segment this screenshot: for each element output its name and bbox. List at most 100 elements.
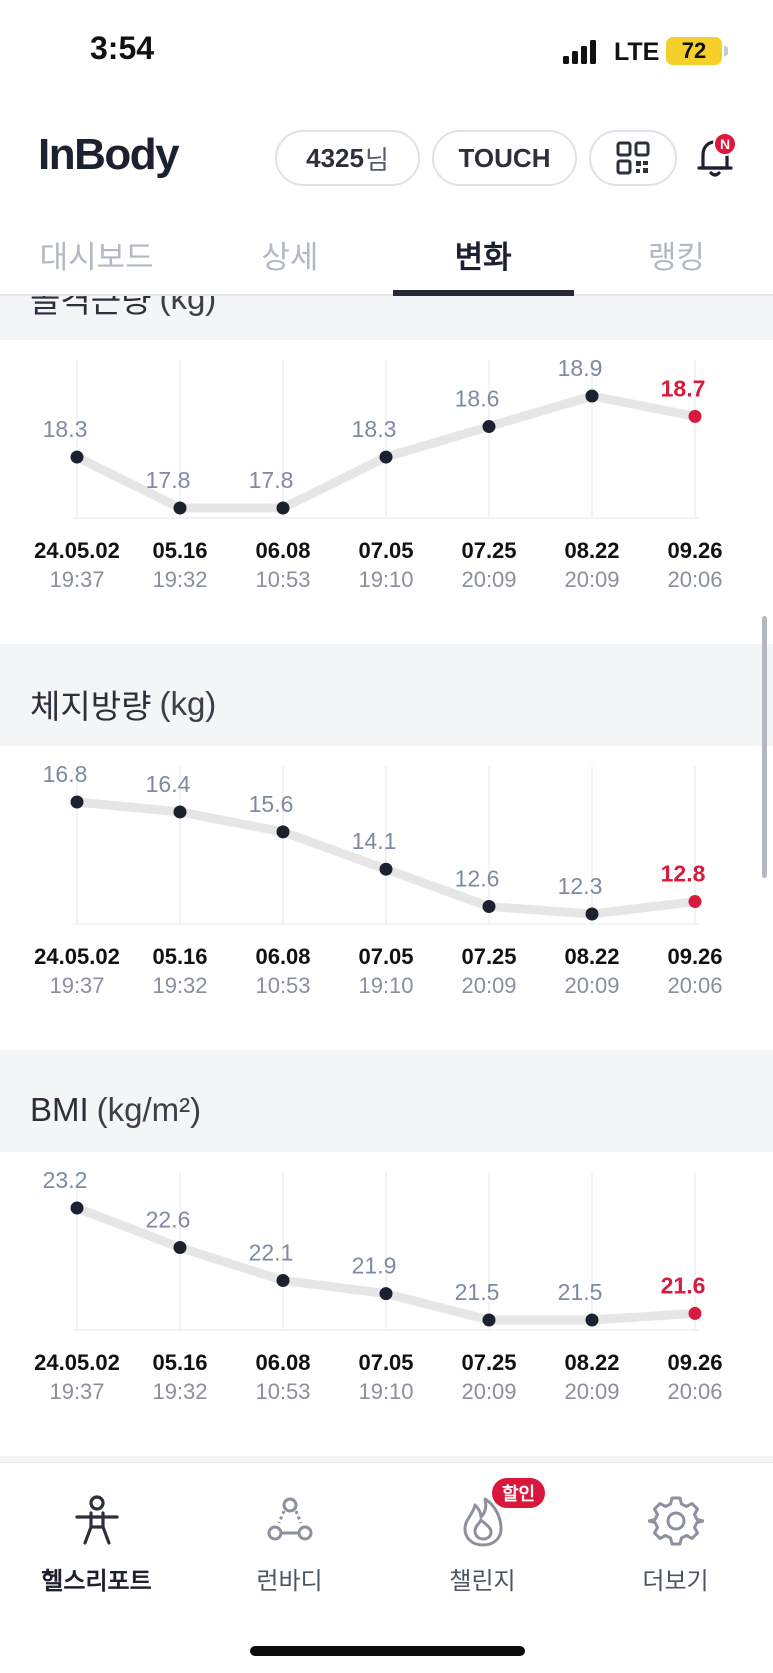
data-point[interactable] xyxy=(585,1313,599,1327)
body-fat-section: 체지방량 (kg) 16.8 24.05.02 19:37 16.4 05.16 19:32… xyxy=(0,662,773,1050)
nav-challenge[interactable]: 챌린지 xyxy=(386,1463,579,1603)
tab-detail[interactable]: 상세 xyxy=(261,240,319,275)
skeletal-muscle-chart-card: 18.3 24.05.02 19:37 17.8 05.16 19:32 17.8 06.08… xyxy=(0,340,773,644)
app-header: InBody 4325 님 TOUCH N xyxy=(0,118,773,198)
tab-dashboard[interactable]: 대시보드 xyxy=(39,240,154,275)
skeletal-muscle-chart: 18.3 24.05.02 19:37 17.8 05.16 19:32 17.8 06.08… xyxy=(34,355,722,592)
value-label: 12.6 xyxy=(455,866,500,892)
data-point[interactable] xyxy=(688,1306,702,1320)
data-point[interactable] xyxy=(482,900,496,914)
time-label: 19:37 xyxy=(49,567,104,592)
qr-code-icon xyxy=(616,141,650,175)
data-point[interactable] xyxy=(173,501,187,515)
date-label: 08.22 xyxy=(564,1350,619,1375)
tab-ranking[interactable]: 랭킹 xyxy=(647,240,705,275)
value-label: 14.1 xyxy=(352,828,397,854)
data-point[interactable] xyxy=(688,409,702,423)
time-label: 19:10 xyxy=(358,567,413,592)
data-point[interactable] xyxy=(70,450,84,464)
battery-level: 72 xyxy=(681,38,707,63)
section-title-text: BMI xyxy=(30,1091,89,1128)
status-time: 3:54 xyxy=(90,30,155,66)
date-label: 07.05 xyxy=(358,1350,413,1375)
inbody-logo: InBody xyxy=(38,130,180,179)
section-title-text: 골격근량 xyxy=(30,296,152,319)
nav-label: 더보기 xyxy=(642,1568,709,1595)
date-label: 07.25 xyxy=(461,1350,516,1375)
data-point[interactable] xyxy=(379,862,393,876)
data-point[interactable] xyxy=(482,420,496,434)
value-label: 21.9 xyxy=(352,1253,397,1279)
data-point[interactable] xyxy=(688,895,702,909)
value-label: 23.2 xyxy=(43,1167,88,1193)
value-label: 22.6 xyxy=(146,1207,191,1233)
date-label: 08.22 xyxy=(564,944,619,969)
battery-indicator: 72 xyxy=(666,37,722,65)
value-label: 12.8 xyxy=(661,861,706,887)
bottom-nav: 헬스리포트 런바디 챌린지 더보기 xyxy=(0,1462,773,1673)
time-label: 19:32 xyxy=(152,1379,207,1404)
nav-label: 헬스리포트 xyxy=(41,1568,152,1595)
change-content[interactable]: 골격근량 (kg) 18.3 24.05.02 19:37 17.8 05.16 19:32… xyxy=(0,296,773,1462)
data-point[interactable] xyxy=(276,825,290,839)
time-label: 20:09 xyxy=(461,567,516,592)
date-label: 07.25 xyxy=(461,538,516,563)
section-unit: (kg/m²) xyxy=(96,1091,202,1128)
value-label: 16.8 xyxy=(43,761,88,787)
date-label: 08.22 xyxy=(564,538,619,563)
time-label: 19:10 xyxy=(358,973,413,998)
date-label: 07.05 xyxy=(358,538,413,563)
data-point[interactable] xyxy=(276,501,290,515)
data-point[interactable] xyxy=(70,1201,84,1215)
user-id-button[interactable]: 4325 님 xyxy=(275,130,420,186)
data-point[interactable] xyxy=(482,1313,496,1327)
data-point[interactable] xyxy=(276,1273,290,1287)
data-point[interactable] xyxy=(173,1241,187,1255)
date-label: 09.26 xyxy=(667,1350,722,1375)
runbody-icon xyxy=(267,1497,312,1541)
date-label: 07.25 xyxy=(461,944,516,969)
date-label: 09.26 xyxy=(667,944,722,969)
section-title: 체지방량 (kg) xyxy=(0,662,773,746)
tab-bar: 대시보드 상세 변화 랭킹 xyxy=(0,220,773,296)
data-point[interactable] xyxy=(379,450,393,464)
data-point[interactable] xyxy=(379,1287,393,1301)
date-label: 09.26 xyxy=(667,538,722,563)
data-point[interactable] xyxy=(585,907,599,921)
value-label: 12.3 xyxy=(558,873,603,899)
bmi-section: BMI (kg/m²) 23.2 24.05.02 19:37 22.6 05.16 19:… xyxy=(0,1068,773,1456)
nav-health-report[interactable]: 헬스리포트 xyxy=(0,1463,193,1603)
user-suffix: 님 xyxy=(364,144,389,175)
date-label: 05.16 xyxy=(152,944,207,969)
user-id: 4325 xyxy=(306,142,364,173)
nav-label: 챌린지 xyxy=(449,1568,516,1595)
section-title-text: 체지방량 xyxy=(30,688,152,725)
scrollbar[interactable] xyxy=(762,616,767,878)
body-fat-chart: 16.8 24.05.02 19:37 16.4 05.16 19:32 15.6 06.08… xyxy=(34,761,722,998)
time-label: 20:09 xyxy=(564,973,619,998)
health-report-icon xyxy=(74,1495,119,1545)
value-label: 21.5 xyxy=(558,1279,603,1305)
notification-badge: N xyxy=(713,132,737,156)
signal-icon xyxy=(563,40,596,64)
value-label: 18.3 xyxy=(43,416,88,442)
touch-button[interactable]: TOUCH xyxy=(432,130,577,186)
value-label: 22.1 xyxy=(249,1239,294,1265)
data-point[interactable] xyxy=(173,805,187,819)
date-label: 06.08 xyxy=(255,944,310,969)
data-point[interactable] xyxy=(70,795,84,809)
network-type: LTE xyxy=(614,38,660,66)
challenge-sale-badge: 할인 xyxy=(492,1478,546,1508)
bmi-chart: 23.2 24.05.02 19:37 22.6 05.16 19:32 22.1 06.08… xyxy=(34,1167,722,1404)
time-label: 19:32 xyxy=(152,567,207,592)
data-point[interactable] xyxy=(585,389,599,403)
nav-more[interactable]: 더보기 xyxy=(579,1463,772,1603)
date-label: 24.05.02 xyxy=(34,1350,120,1375)
home-indicator[interactable] xyxy=(250,1646,525,1656)
value-label: 18.6 xyxy=(455,386,500,412)
tab-change[interactable]: 변화 xyxy=(387,220,580,296)
nav-runbody[interactable]: 런바디 xyxy=(193,1463,386,1603)
bmi-chart-card: 23.2 24.05.02 19:37 22.6 05.16 19:32 22.1 06.08… xyxy=(0,1152,773,1456)
time-label: 19:32 xyxy=(152,973,207,998)
qr-code-button[interactable] xyxy=(589,130,677,186)
